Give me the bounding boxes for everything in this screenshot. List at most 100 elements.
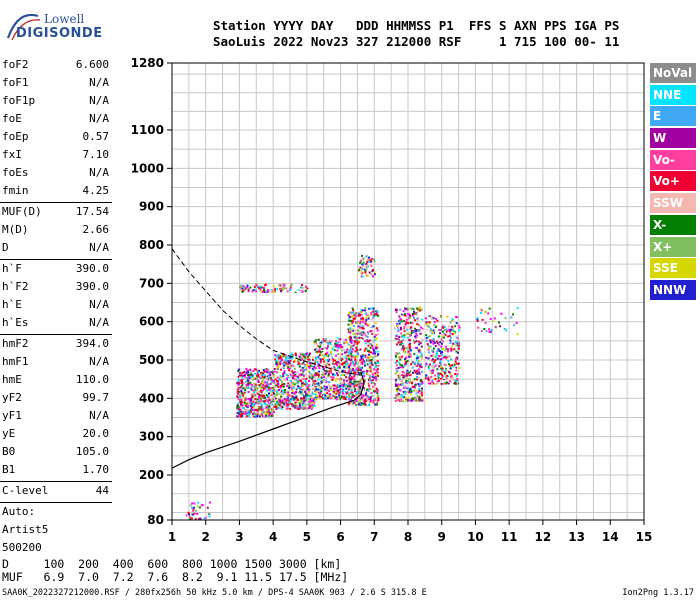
echo-point — [250, 413, 253, 415]
echo-point — [369, 397, 372, 400]
echo-point — [259, 373, 262, 376]
echo-point — [432, 382, 435, 385]
echo-point — [404, 364, 407, 367]
echo-point — [345, 391, 348, 394]
echo-point — [339, 382, 342, 385]
echo-point — [264, 387, 267, 390]
echo-point — [329, 356, 332, 359]
param-row: yF2 99.7 — [0, 389, 112, 407]
param-value: 0.57 — [82, 130, 110, 143]
echo-point — [500, 312, 503, 315]
echo-point — [309, 361, 312, 364]
echo-point — [317, 338, 320, 341]
echo-point — [411, 307, 413, 310]
echo-point — [274, 378, 277, 381]
echo-point — [439, 361, 442, 364]
echo-point — [307, 385, 310, 388]
echo-point — [368, 384, 371, 387]
echo-point — [247, 390, 250, 393]
echo-point — [261, 394, 264, 397]
echo-point — [329, 368, 332, 371]
echo-point — [319, 360, 322, 363]
echo-point — [247, 382, 250, 385]
echo-point — [347, 314, 350, 317]
echo-point — [367, 369, 370, 371]
echo-point — [429, 339, 431, 342]
echo-point — [439, 328, 442, 331]
echo-point — [318, 392, 321, 395]
echo-point — [405, 379, 408, 382]
echo-point — [403, 351, 406, 354]
echo-point — [428, 335, 431, 338]
echo-point — [268, 372, 271, 375]
echo-point — [479, 308, 482, 311]
echo-point — [261, 380, 264, 383]
echo-point — [283, 378, 286, 381]
echo-point — [345, 366, 348, 369]
echo-point — [349, 396, 352, 399]
echo-point — [407, 365, 410, 367]
echo-point — [334, 391, 336, 393]
echo-point — [288, 361, 291, 364]
echo-point — [237, 398, 240, 401]
echo-point — [253, 388, 256, 391]
echo-point — [300, 354, 303, 357]
echo-point — [347, 354, 350, 357]
echo-point — [349, 338, 352, 341]
echo-point — [284, 401, 287, 404]
echo-point — [313, 380, 315, 383]
echo-point — [325, 390, 328, 393]
echo-point — [280, 391, 282, 394]
echo-point — [407, 371, 410, 374]
echo-point — [240, 379, 243, 382]
echo-point — [361, 394, 364, 396]
echo-point — [408, 374, 410, 377]
echo-point — [279, 359, 282, 362]
echo-point — [369, 366, 372, 369]
echo-point — [504, 317, 507, 320]
echo-point — [363, 372, 366, 375]
y-tick-label: 500 — [139, 353, 164, 367]
echo-point — [414, 335, 416, 338]
echo-point — [338, 391, 341, 394]
echo-point — [350, 390, 352, 393]
echo-point — [397, 367, 400, 369]
echo-point — [399, 396, 402, 398]
echo-point — [356, 378, 359, 381]
echo-point — [410, 389, 412, 392]
echo-point — [426, 343, 429, 346]
echo-point — [308, 392, 311, 395]
param-separator — [0, 202, 112, 203]
echo-point — [269, 376, 272, 379]
echo-point — [313, 386, 316, 389]
param-separator — [0, 334, 112, 335]
echo-point — [244, 404, 247, 407]
echo-point — [318, 365, 320, 368]
echo-point — [264, 412, 267, 415]
echo-point — [368, 356, 371, 359]
echo-point — [407, 338, 410, 341]
echo-point — [282, 375, 285, 378]
echo-point — [403, 385, 406, 388]
header-line-1: Station YYYY DAY DDD HHMMSS P1 FFS S AXN… — [213, 18, 620, 33]
echo-point — [415, 330, 417, 332]
echo-point — [355, 321, 358, 324]
echo-point — [400, 364, 403, 367]
echo-point — [377, 350, 380, 353]
echo-point — [357, 389, 360, 392]
param-name: Artist5 — [2, 523, 49, 536]
echo-point — [409, 307, 411, 310]
echo-point — [294, 354, 297, 356]
echo-point — [370, 392, 373, 394]
echo-point — [339, 381, 342, 384]
param-row: foEp 0.57 — [0, 128, 112, 146]
echo-point — [371, 371, 373, 374]
echo-point — [421, 399, 424, 402]
echo-point — [250, 399, 252, 402]
echo-point — [438, 381, 441, 384]
echo-point — [397, 393, 400, 395]
echo-point — [313, 362, 316, 365]
echo-point — [376, 312, 378, 315]
echo-point — [409, 327, 412, 330]
echo-point — [371, 379, 374, 382]
